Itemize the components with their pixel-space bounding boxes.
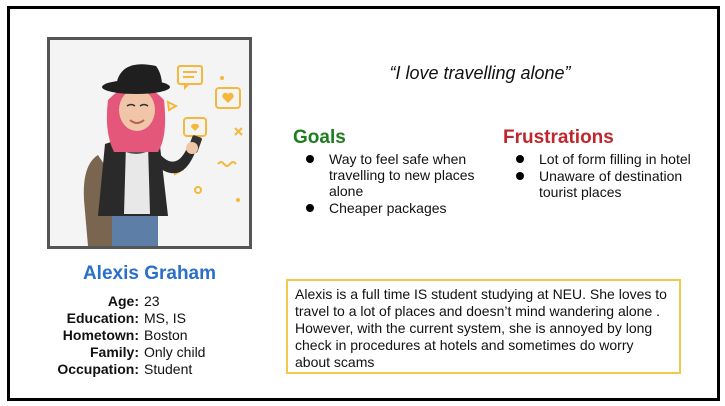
goals-heading: Goals (293, 127, 346, 148)
frustrations-list: Lot of form filling in hotel Unaware of … (503, 151, 718, 200)
list-item: Way to feel safe when travelling to new … (293, 151, 493, 199)
cross-icon (234, 127, 243, 136)
detail-education: Education: MS, IS (30, 310, 205, 327)
persona-details: Age: 23 Education: MS, IS Hometown: Bost… (30, 293, 205, 378)
goals-section: Goals Way to feel safe when travelling t… (293, 127, 493, 217)
bullet-icon (306, 155, 314, 163)
detail-label: Family: (89, 344, 139, 360)
bullet-icon (306, 204, 314, 212)
heart-bubble-icon (215, 87, 241, 109)
list-item: Cheaper packages (293, 200, 493, 216)
detail-label: Education: (66, 310, 139, 326)
detail-value: MS, IS (144, 310, 187, 326)
dot-icon (236, 198, 240, 202)
detail-label: Occupation: (57, 361, 139, 377)
triangle-icon (166, 100, 179, 112)
detail-label: Age: (107, 293, 139, 309)
goal-text: Way to feel safe when travelling to new … (329, 151, 475, 199)
detail-occupation: Occupation: Student (30, 361, 205, 378)
heart-bubble-icon (183, 117, 207, 137)
persona-name: Alexis Graham (82, 263, 217, 284)
detail-value: Boston (144, 327, 188, 343)
frustration-text: Lot of form filling in hotel (539, 151, 691, 167)
persona-quote: “I love travelling alone” (389, 63, 571, 83)
wave-icon (217, 161, 237, 167)
frustration-text: Unaware of destination tourist places (539, 168, 683, 200)
chat-bubble-icon (177, 65, 203, 90)
dot-icon (194, 186, 202, 194)
detail-value: Only child (144, 344, 206, 360)
dot-icon (220, 76, 224, 80)
persona-card: Alexis Graham Age: 23 Education: MS, IS … (7, 6, 720, 401)
list-item: Unaware of destination tourist places (503, 168, 718, 200)
detail-value: Student (144, 361, 193, 377)
list-item: Lot of form filling in hotel (503, 151, 718, 167)
frustrations-heading: Frustrations (503, 127, 614, 148)
goals-list: Way to feel safe when travelling to new … (293, 151, 493, 216)
goal-text: Cheaper packages (329, 200, 447, 216)
woman-with-phone-image (83, 64, 243, 246)
detail-label: Hometown: (62, 327, 139, 343)
persona-bio: Alexis is a full time IS student studyin… (286, 279, 681, 374)
persona-illustration (47, 37, 252, 249)
detail-value: 23 (144, 293, 160, 309)
detail-age: Age: 23 (30, 293, 205, 310)
detail-hometown: Hometown: Boston (30, 327, 205, 344)
bullet-icon (516, 155, 524, 163)
frustrations-section: Frustrations Lot of form filling in hote… (503, 127, 718, 201)
bullet-icon (516, 172, 524, 180)
detail-family: Family: Only child (30, 344, 205, 361)
